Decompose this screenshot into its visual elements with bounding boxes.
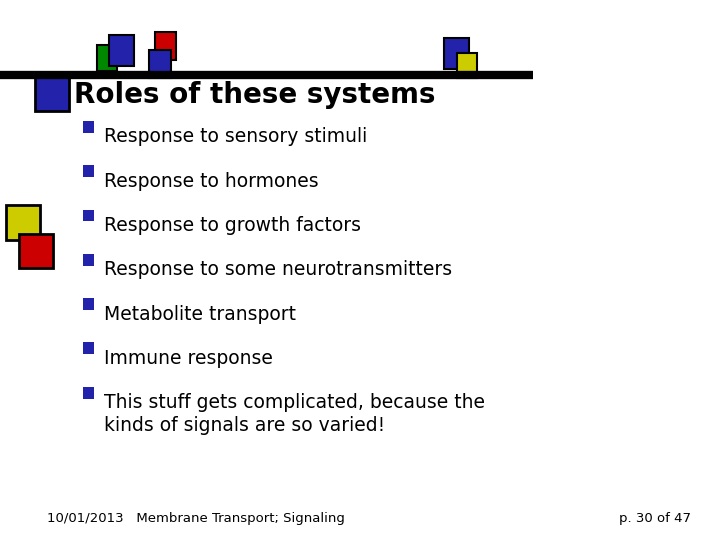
Bar xyxy=(83,387,94,399)
Text: Response to some neurotransmitters: Response to some neurotransmitters xyxy=(104,260,453,279)
Text: 10/01/2013   Membrane Transport; Signaling: 10/01/2013 Membrane Transport; Signaling xyxy=(47,512,345,525)
Bar xyxy=(155,32,176,60)
Bar xyxy=(109,35,134,66)
Text: Response to sensory stimuli: Response to sensory stimuli xyxy=(104,127,368,146)
Bar xyxy=(149,50,171,78)
Text: Response to hormones: Response to hormones xyxy=(104,172,319,191)
Bar xyxy=(83,210,94,221)
Bar xyxy=(35,77,69,111)
Text: p. 30 of 47: p. 30 of 47 xyxy=(619,512,691,525)
Bar xyxy=(19,234,53,268)
Text: This stuff gets complicated, because the
kinds of signals are so varied!: This stuff gets complicated, because the… xyxy=(104,393,485,435)
Bar xyxy=(83,121,94,133)
Text: Metabolite transport: Metabolite transport xyxy=(104,305,297,323)
Bar xyxy=(83,165,94,177)
Text: Response to growth factors: Response to growth factors xyxy=(104,216,361,235)
Bar xyxy=(83,254,94,266)
Bar xyxy=(97,45,117,71)
Text: Roles of these systems: Roles of these systems xyxy=(74,81,436,109)
Bar xyxy=(457,53,477,78)
Bar xyxy=(6,205,40,240)
Bar xyxy=(83,298,94,310)
Bar xyxy=(444,38,469,69)
Text: Immune response: Immune response xyxy=(104,349,274,368)
Bar xyxy=(83,342,94,354)
